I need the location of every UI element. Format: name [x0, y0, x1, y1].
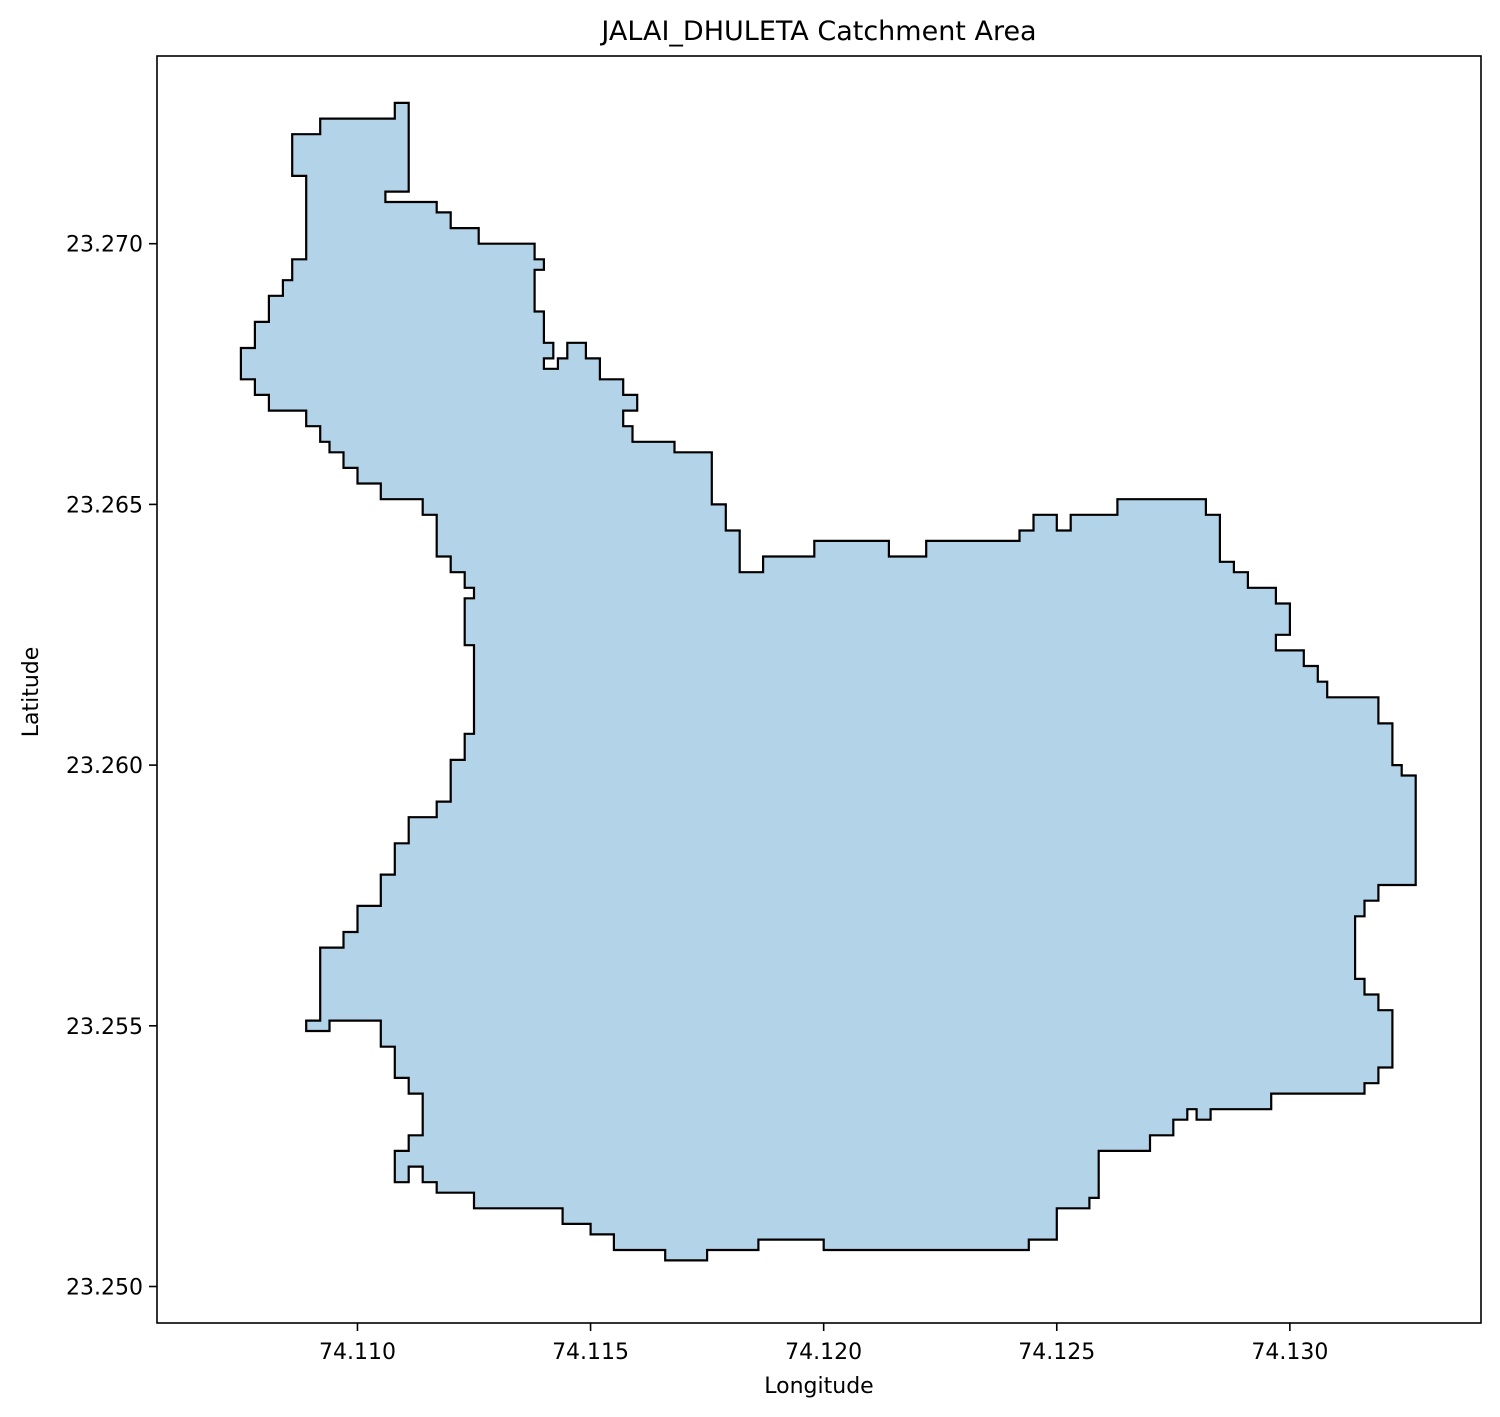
y-tick-label: 23.265 — [66, 493, 143, 518]
y-axis: 23.250 23.255 23.260 23.265 23.270 — [66, 233, 157, 1301]
y-tick-label: 23.250 — [66, 1276, 143, 1301]
x-tick-label: 74.125 — [1018, 1340, 1095, 1365]
y-tick-label: 23.260 — [66, 754, 143, 779]
x-tick-label: 74.115 — [552, 1340, 629, 1365]
x-axis: 74.110 74.115 74.120 74.125 74.130 — [319, 1323, 1328, 1365]
y-axis-label: Latitude — [19, 647, 44, 738]
x-axis-label: Longitude — [764, 1374, 873, 1399]
x-tick-label: 74.110 — [319, 1340, 396, 1365]
catchment-area-polygon — [239, 101, 1417, 1262]
plot-frame — [156, 55, 1482, 1324]
x-tick-label: 74.130 — [1251, 1340, 1328, 1365]
map-title: JALAI_DHULETA Catchment Area — [599, 16, 1036, 47]
y-tick-label: 23.270 — [66, 233, 143, 258]
x-tick-label: 74.120 — [785, 1340, 862, 1365]
plot-area — [156, 55, 1482, 1324]
y-tick-label: 23.255 — [66, 1015, 143, 1040]
